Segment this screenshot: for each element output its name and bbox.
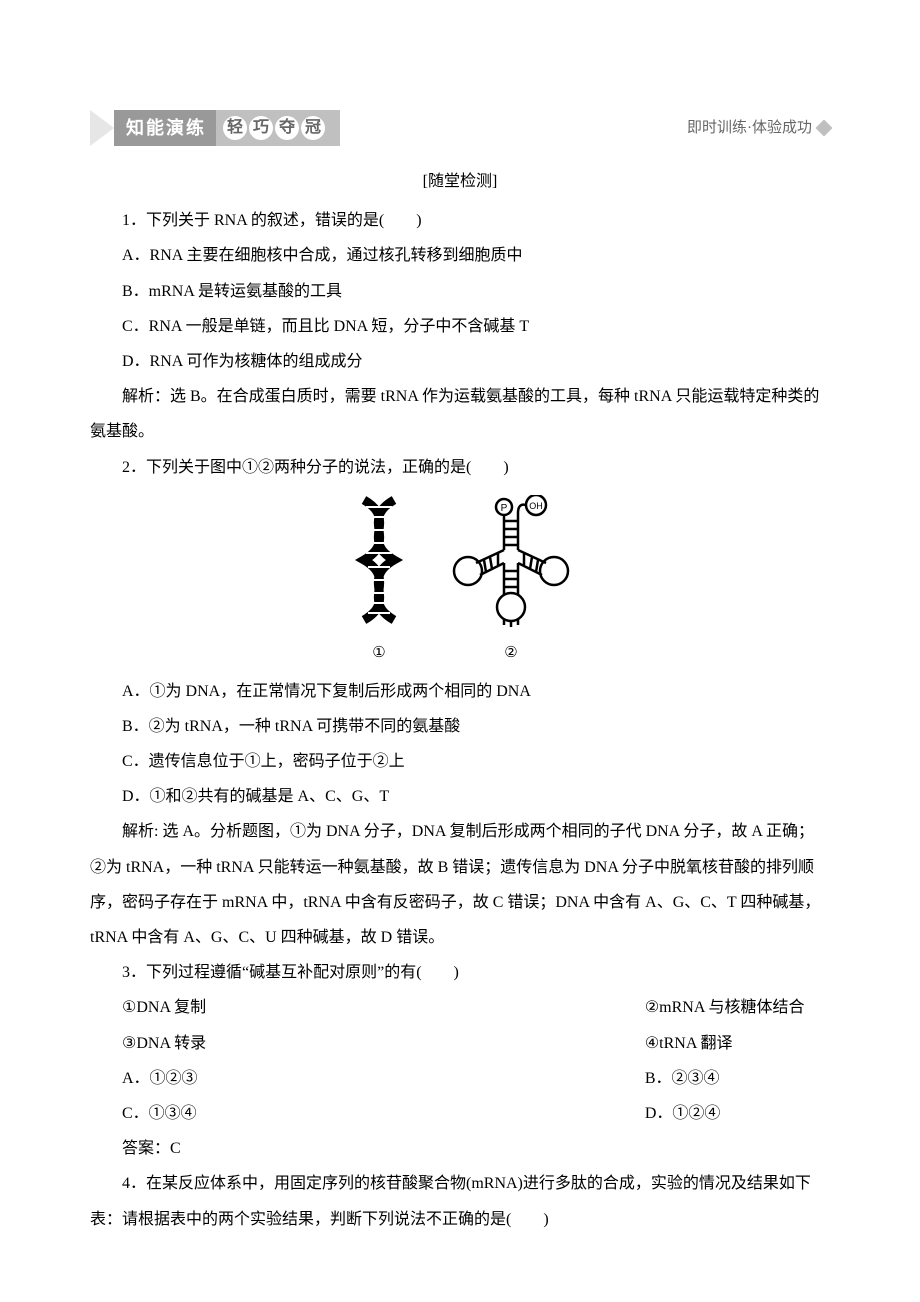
fig2-oh-label: OH bbox=[529, 501, 543, 511]
section-title: [随堂检测] bbox=[90, 164, 830, 199]
banner-right-text: 即时训练·体验成功 bbox=[687, 112, 812, 145]
diamond-icon bbox=[816, 120, 833, 137]
q1-option-a: A．RNA 主要在细胞核中合成，通过核孔转移到细胞质中 bbox=[90, 238, 830, 273]
q1-stem: 1．下列关于 RNA 的叙述，错误的是( ) bbox=[90, 203, 830, 238]
dna-helix-icon bbox=[344, 495, 414, 635]
banner-right: 即时训练·体验成功 bbox=[687, 112, 830, 145]
q3-opts-row1: ①DNA 复制 ②mRNA 与核糖体结合 bbox=[90, 990, 830, 1025]
q3-choice-d: D．①②④ bbox=[475, 1096, 830, 1131]
q2-stem: 2．下列关于图中①②两种分子的说法，正确的是( ) bbox=[90, 450, 830, 485]
q3-opt1: ①DNA 复制 bbox=[90, 990, 445, 1025]
q3-opt2: ②mRNA 与核糖体结合 bbox=[475, 990, 830, 1025]
q2-option-d: D．①和②共有的碱基是 A、C、G、T bbox=[90, 779, 830, 814]
q3-choice-b: B．②③④ bbox=[475, 1061, 830, 1096]
figure-2-label: ② bbox=[504, 637, 517, 670]
banner-circle-2: 巧 bbox=[249, 116, 273, 140]
q3-choices-row1: A．①②③ B．②③④ bbox=[90, 1061, 830, 1096]
banner-left: 知能演练 轻 巧 夺 冠 bbox=[90, 110, 340, 146]
banner-circles: 轻 巧 夺 冠 bbox=[216, 110, 340, 146]
banner-title: 知能演练 bbox=[114, 110, 216, 146]
q3-choice-a: A．①②③ bbox=[90, 1061, 445, 1096]
q3-stem: 3．下列过程遵循“碱基互补配对原则”的有( ) bbox=[90, 955, 830, 990]
q2-figure: ① bbox=[90, 495, 830, 670]
banner-circle-3: 夺 bbox=[275, 116, 299, 140]
arrow-icon bbox=[90, 110, 114, 146]
q3-opt3: ③DNA 转录 bbox=[90, 1026, 445, 1061]
figure-2: P OH ② bbox=[446, 495, 576, 670]
q1-option-c: C．RNA 一般是单链，而且比 DNA 短，分子中不含碱基 T bbox=[90, 309, 830, 344]
q3-opt4: ④tRNA 翻译 bbox=[475, 1026, 830, 1061]
q2-option-c: C．遗传信息位于①上，密码子位于②上 bbox=[90, 744, 830, 779]
q2-explanation: 解析: 选 A。分析题图，①为 DNA 分子，DNA 复制后形成两个相同的子代 … bbox=[90, 814, 830, 955]
trna-icon: P OH bbox=[446, 495, 576, 635]
q3-choices-row2: C．①③④ D．①②④ bbox=[90, 1096, 830, 1131]
fig2-p-label: P bbox=[501, 503, 508, 514]
q2-option-a: A．①为 DNA，在正常情况下复制后形成两个相同的 DNA bbox=[90, 674, 830, 709]
q3-answer: 答案：C bbox=[90, 1131, 830, 1166]
banner-circle-4: 冠 bbox=[301, 116, 325, 140]
q1-option-d: D．RNA 可作为核糖体的组成成分 bbox=[90, 344, 830, 379]
figure-1: ① bbox=[344, 495, 414, 670]
q1-explanation: 解析：选 B。在合成蛋白质时，需要 tRNA 作为运载氨基酸的工具，每种 tRN… bbox=[90, 379, 830, 449]
q3-opts-row2: ③DNA 转录 ④tRNA 翻译 bbox=[90, 1026, 830, 1061]
q4-stem: 4．在某反应体系中，用固定序列的核苷酸聚合物(mRNA)进行多肽的合成，实验的情… bbox=[90, 1166, 830, 1236]
q1-option-b: B．mRNA 是转运氨基酸的工具 bbox=[90, 274, 830, 309]
header-banner: 知能演练 轻 巧 夺 冠 即时训练·体验成功 bbox=[90, 110, 830, 146]
banner-circle-1: 轻 bbox=[223, 116, 247, 140]
q3-choice-c: C．①③④ bbox=[90, 1096, 445, 1131]
q2-option-b: B．②为 tRNA，一种 tRNA 可携带不同的氨基酸 bbox=[90, 709, 830, 744]
figure-1-label: ① bbox=[372, 637, 385, 670]
